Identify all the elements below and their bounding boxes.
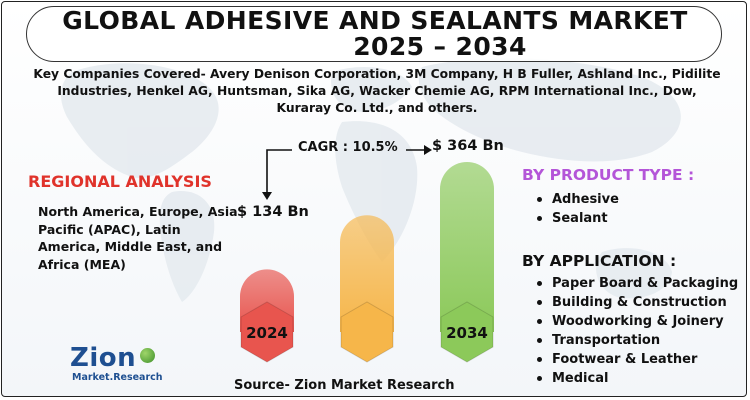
report-title: GLOBAL ADHESIVE AND SEALANTS MARKET — [62, 6, 688, 35]
regional-analysis-heading: REGIONAL ANALYSIS — [28, 172, 212, 191]
product-type-heading: BY PRODUCT TYPE : — [522, 166, 695, 184]
list-item: Adhesive — [532, 190, 619, 209]
list-item: Woodworking & Joinery — [532, 312, 738, 331]
source-note: Source- Zion Market Research — [234, 378, 455, 393]
value-label-2024: $ 134 Bn — [237, 204, 309, 220]
list-item: Footwear & Leather — [532, 350, 738, 369]
report-years: 2025 – 2034 — [353, 32, 527, 61]
title-pill — [26, 6, 722, 62]
bar-2034 — [440, 162, 494, 332]
application-heading: BY APPLICATION : — [522, 252, 677, 270]
cagr-arrow-left — [266, 149, 292, 194]
bar-mid — [340, 215, 394, 332]
key-companies-text: Key Companies Covered- Avery Denison Cor… — [33, 67, 721, 115]
list-item: Paper Board & Packaging — [532, 274, 738, 293]
list-item: Building & Construction — [532, 293, 738, 312]
hexagon-base — [440, 301, 494, 363]
product-type-list: Adhesive Sealant — [532, 190, 619, 228]
logo-wordmark: Zion — [70, 343, 137, 373]
list-item: Sealant — [532, 209, 619, 228]
hexagon-base — [240, 301, 294, 363]
cagr-label: CAGR : 10.5% — [298, 140, 398, 155]
hexagon-base — [340, 301, 394, 363]
globe-icon — [140, 348, 155, 363]
value-label-2034: $ 364 Bn — [432, 138, 504, 154]
list-item: Transportation — [532, 331, 738, 350]
zion-logo: Zion Market.Research — [62, 343, 163, 386]
arrow-head-icon — [424, 145, 432, 155]
logo-subtext: Market.Research — [72, 372, 163, 383]
regional-analysis-text: North America, Europe, Asia Pacific (APA… — [38, 204, 238, 272]
list-item: Medical — [532, 369, 738, 388]
year-label: 2034 — [446, 324, 488, 342]
arrow-head-icon — [262, 192, 272, 200]
application-list: Paper Board & Packaging Building & Const… — [532, 274, 738, 388]
year-label: 2024 — [246, 324, 288, 342]
